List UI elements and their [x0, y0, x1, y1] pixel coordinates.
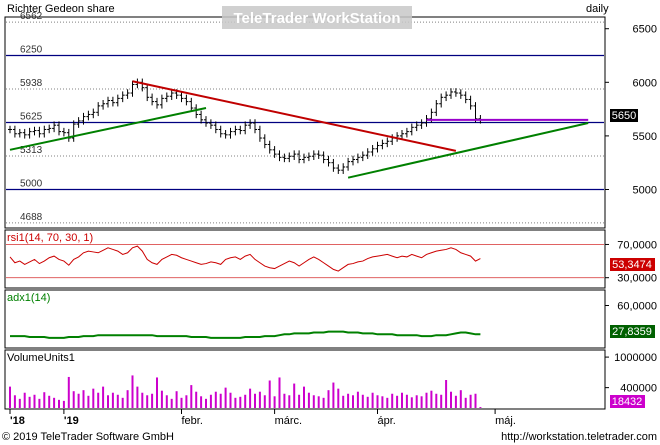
- adx-line: [10, 330, 481, 339]
- price-levels: 6562 6250 5938 5625 5313 5000 4688: [6, 11, 604, 224]
- volume-title: VolumeUnits1: [7, 352, 75, 364]
- axis-labels: 5000 5500 6000 6500 '18 '19 febr. márc. ápr. máj.: [9, 24, 657, 427]
- price-axis-label: 5500: [633, 131, 657, 143]
- price-last-value: 5650: [612, 110, 636, 122]
- price-axis-label: 6000: [633, 77, 657, 89]
- adx-last-badge: [610, 325, 655, 338]
- price-axis-label: 6500: [633, 24, 657, 36]
- x-axis-label: márc.: [275, 415, 303, 427]
- price-level-label: 5000: [20, 178, 43, 189]
- period-label: daily: [586, 3, 609, 15]
- volume-series: 400000 1000000: [9, 352, 657, 408]
- price-level-label: 6250: [20, 45, 43, 56]
- source-url[interactable]: http://workstation.teletrader.com: [501, 431, 657, 443]
- adx-axis-label: 60,0000: [617, 301, 657, 313]
- chart-title: Richter Gedeon share: [7, 3, 115, 15]
- volume-last-badge: [610, 395, 645, 408]
- rsi-axis-label: 70,0000: [617, 239, 657, 251]
- rsi-panel: [4, 229, 606, 289]
- x-axis-label: ápr.: [378, 415, 396, 427]
- volume-axis-label: 1000000: [614, 352, 657, 364]
- trendlines: [9, 80, 589, 179]
- price-level-label: 6562: [20, 11, 43, 22]
- watermark-box: [222, 6, 412, 29]
- watermark: TeleTrader WorkStation: [234, 10, 401, 27]
- rsi-last-badge: [610, 258, 655, 271]
- adx-series: 60,0000: [10, 301, 657, 339]
- price-level-label: 4688: [20, 212, 43, 223]
- trendline-red: [132, 80, 457, 152]
- x-axis-label: febr.: [182, 415, 203, 427]
- trendline-green: [9, 107, 207, 151]
- rsi-line: [9, 245, 481, 272]
- volume-axis-label: 400000: [620, 383, 657, 395]
- price-level-label: 5313: [20, 145, 43, 156]
- x-axis-label: '19: [64, 415, 79, 427]
- rsi-axis-label: 30,0000: [617, 273, 657, 285]
- adx-panel: [4, 289, 606, 349]
- x-axis-label: máj.: [495, 415, 516, 427]
- trendline-green: [347, 122, 589, 179]
- price-level-label: 5625: [20, 112, 43, 123]
- volume-last-value: 18432: [612, 396, 643, 408]
- rsi-series: 30,0000 70,0000: [6, 239, 657, 285]
- price-last-badge: [610, 109, 638, 122]
- price-axis-label: 5000: [633, 184, 657, 196]
- price-level-label: 5938: [20, 78, 43, 89]
- rsi-last-value: 53,3474: [612, 259, 652, 271]
- rsi-title: rsi1(14, 70, 30, 1): [7, 232, 93, 244]
- adx-title: adx1(14): [7, 292, 50, 304]
- copyright: © 2019 TeleTrader Software GmbH: [2, 431, 174, 443]
- x-axis-label: '18: [10, 415, 25, 427]
- adx-last-value: 27,8359: [612, 326, 652, 338]
